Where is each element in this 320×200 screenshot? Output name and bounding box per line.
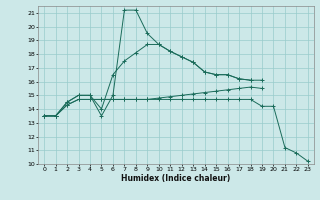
X-axis label: Humidex (Indice chaleur): Humidex (Indice chaleur) (121, 174, 231, 183)
